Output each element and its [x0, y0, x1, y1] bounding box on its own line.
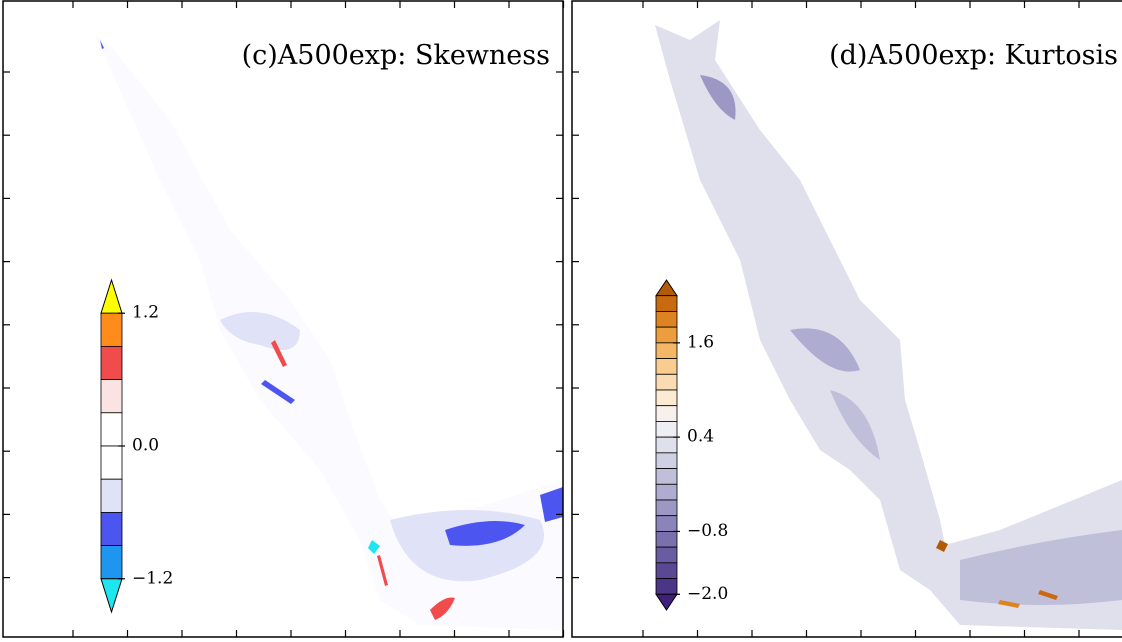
blob: [700, 75, 736, 120]
blob: [1038, 590, 1058, 600]
colorbar-segment: [100, 545, 123, 580]
blob: [540, 487, 563, 522]
blob: [220, 312, 300, 350]
colorbar-segment: [655, 436, 678, 454]
colorbar-segment: [655, 358, 678, 375]
colorbar-label: −1.2: [132, 568, 173, 588]
frame-ticks: [3, 1, 1080, 637]
colorbar: 1.2 0.0 −1.2: [100, 278, 173, 614]
blob: [790, 328, 860, 372]
colorbar-end: [655, 593, 678, 611]
sea: [95, 35, 563, 630]
colorbar-segment: [100, 312, 123, 347]
colorbar-end: [100, 578, 123, 614]
colorbar-segment: [655, 326, 678, 344]
colorbar-label: 1.6: [687, 332, 714, 352]
colorbar-label: 0.4: [687, 427, 714, 447]
colorbar-segment: [655, 483, 678, 501]
colorbar-segment: [655, 342, 678, 359]
colorbar-label: 1.2: [132, 303, 159, 323]
blob: [936, 540, 948, 552]
colorbar-segment: [100, 445, 123, 480]
colorbar-segment: [655, 515, 678, 532]
blob: [960, 530, 1122, 605]
colorbar-segment: [655, 531, 678, 548]
colorbar-segment: [655, 421, 678, 438]
colorbar-segment: [655, 295, 678, 312]
sea: [655, 20, 1122, 630]
colorbar-segment: [655, 578, 678, 595]
colorbar-segment: [655, 452, 678, 469]
colorbar-label: −0.8: [687, 521, 728, 541]
colorbar-segment: [655, 373, 678, 391]
blob: [430, 597, 455, 620]
colorbar-segment: [100, 512, 123, 547]
colorbar-segment: [100, 478, 123, 513]
colorbar-segment: [100, 345, 123, 380]
left-frame: [2, 0, 564, 638]
left-map: [95, 35, 563, 630]
blob: [368, 540, 380, 554]
colorbar-segment: [655, 562, 678, 579]
colorbar-label: −2.0: [687, 584, 728, 604]
blob: [445, 521, 525, 546]
panel-title: (d)A500exp: Kurtosis: [829, 40, 1118, 71]
colorbar-segment: [655, 311, 678, 328]
blob: [998, 600, 1020, 608]
blob: [830, 390, 880, 460]
right-map: [655, 20, 1122, 630]
right-frame: [571, 0, 1122, 638]
blob: [377, 555, 388, 586]
colorbar-segment: [100, 379, 123, 414]
colorbar-segment: [655, 405, 678, 422]
blob: [261, 380, 295, 404]
colorbar-segment: [655, 468, 678, 485]
blob: [100, 40, 104, 49]
colorbar: 1.6 0.4 −0.8 −2.0: [655, 279, 728, 611]
colorbar-segment: [655, 499, 678, 517]
blob: [271, 340, 287, 367]
colorbar-segment: [100, 412, 123, 447]
colorbar-segment: [655, 546, 678, 564]
colorbar-label: 0.0: [132, 436, 159, 456]
colorbar-segment: [655, 389, 678, 407]
panel-title: (c)A500exp: Skewness: [242, 40, 550, 71]
